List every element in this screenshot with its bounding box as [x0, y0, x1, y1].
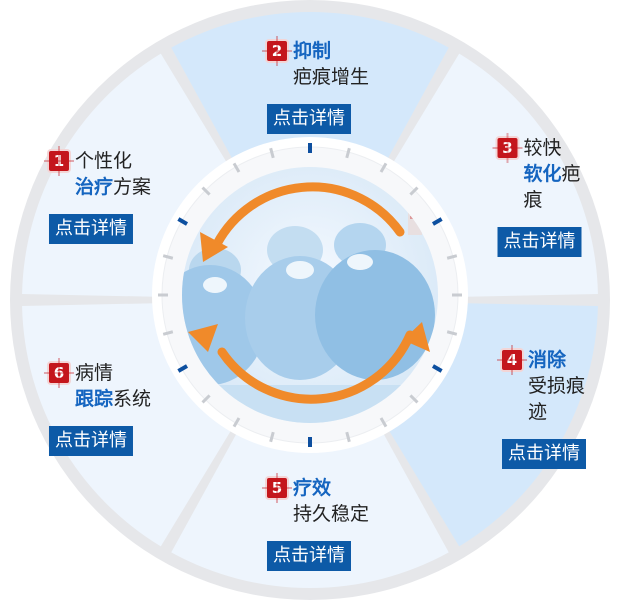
tick-mark — [269, 147, 275, 159]
details-button-6[interactable]: 点击详情 — [48, 426, 133, 456]
tick-mark — [201, 186, 211, 196]
tick-mark — [379, 162, 388, 173]
details-button-3[interactable]: 点击详情 — [497, 227, 582, 257]
tick-mark — [177, 217, 189, 226]
tick-mark — [446, 330, 458, 336]
details-button-1[interactable]: 点击详情 — [48, 214, 133, 244]
tick-mark — [177, 364, 189, 373]
tick-mark — [431, 364, 443, 373]
segment-3-line2: 软化疤痕 — [523, 163, 581, 211]
clock-ticks — [158, 143, 462, 447]
segment-6: 6 病情 跟踪系统 点击详情 — [43, 358, 152, 456]
segment-1-line2: 治疗方案 — [74, 176, 152, 198]
tick-mark — [162, 254, 174, 260]
segment-5-line1: 疗效 — [292, 477, 332, 499]
surgery-photo — [182, 167, 438, 423]
segment-2-line2: 疤痕增生 — [292, 66, 370, 88]
number-badge-4: 4 — [497, 345, 527, 375]
segment-3: 3 较快 软化疤痕 点击详情 — [492, 133, 593, 257]
tick-mark — [345, 431, 351, 443]
tick-mark — [232, 162, 241, 173]
segment-5: 5 疗效 持久稳定 点击详情 — [261, 473, 370, 571]
number-badge-3: 3 — [492, 133, 523, 163]
tick-mark — [409, 186, 419, 196]
tick-mark — [201, 394, 211, 404]
tick-mark — [162, 330, 174, 336]
cycle-arrow-icon — [209, 182, 415, 404]
details-button-2[interactable]: 点击详情 — [266, 104, 351, 134]
tick-mark — [446, 254, 458, 260]
number-badge-5: 5 — [261, 473, 292, 503]
segment-6-line1: 病情 — [74, 362, 113, 384]
tick-mark — [232, 417, 241, 428]
number-badge-2: 2 — [261, 36, 292, 66]
segment-1-line1: 个性化 — [74, 150, 132, 172]
segment-4: 4 消除 受损痕迹 点击详情 — [497, 345, 594, 469]
tick-mark — [345, 147, 351, 159]
segment-2-line1: 抑制 — [292, 40, 332, 62]
number-badge-1: 1 — [43, 146, 74, 176]
tick-mark — [431, 217, 443, 226]
segment-5-line2: 持久稳定 — [292, 503, 370, 525]
segment-1: 1 个性化 治疗方案 点击详情 — [43, 146, 152, 244]
tick-mark — [409, 394, 419, 404]
segment-3-line1: 较快 — [523, 137, 562, 159]
details-button-5[interactable]: 点击详情 — [266, 541, 351, 571]
segment-4-line1: 消除 — [528, 349, 567, 371]
details-button-4[interactable]: 点击详情 — [502, 439, 586, 469]
tick-mark — [269, 431, 275, 443]
segment-2: 2 抑制 疤痕增生 点击详情 — [261, 36, 370, 134]
number-badge-6: 6 — [43, 358, 74, 388]
segment-4-line2: 受损痕迹 — [528, 375, 586, 423]
tick-mark — [379, 417, 388, 428]
segment-6-line2: 跟踪系统 — [74, 388, 152, 410]
